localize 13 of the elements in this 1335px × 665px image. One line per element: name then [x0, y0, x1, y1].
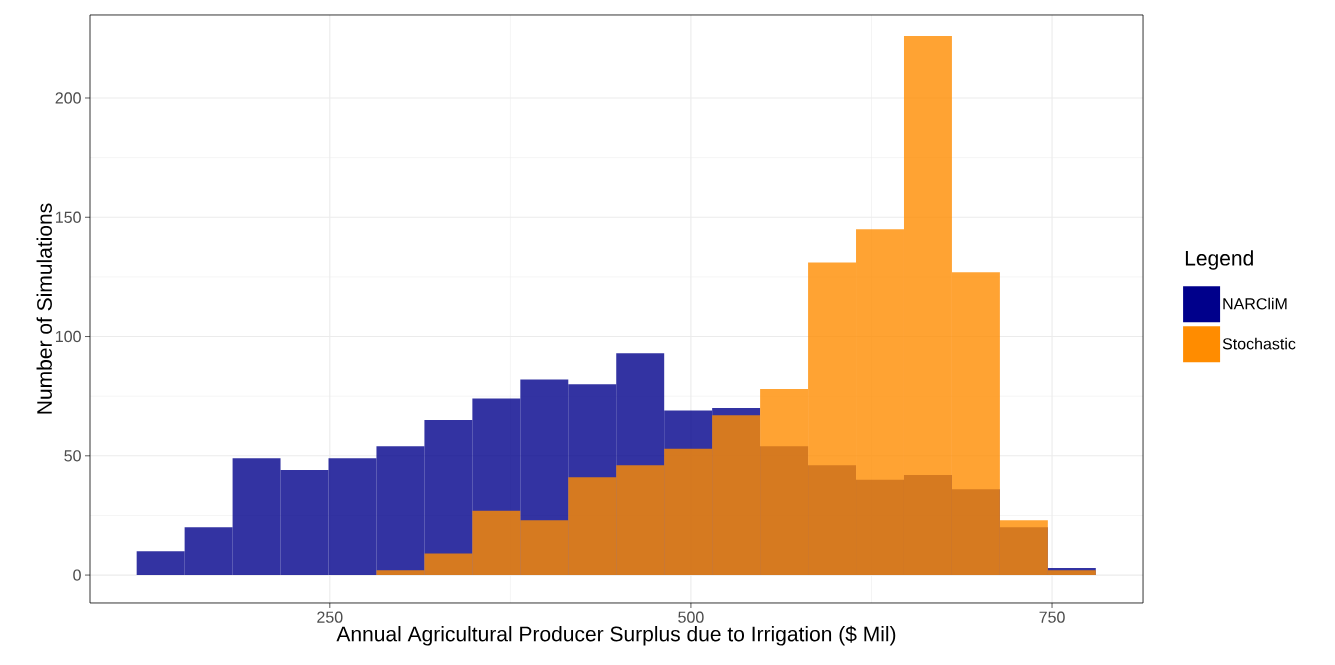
y-tick-label: 200 — [55, 92, 81, 104]
y-tick-label: 150 — [56, 211, 81, 223]
legend-label: NARCliM — [1223, 297, 1287, 310]
x-tick-label: 500 — [678, 611, 704, 623]
y-tick-label: 50 — [64, 450, 81, 462]
y-axis-title: Number of Simulations — [36, 203, 52, 414]
x-tick-label: 250 — [317, 611, 343, 623]
y-tick-label: 0 — [73, 569, 81, 581]
legend-label: Stochastic — [1222, 337, 1296, 350]
legend-title: Legend — [1185, 250, 1253, 270]
x-axis-title: Annual Agricultural Producer Surplus due to Irrigation ($ Mil) — [336, 625, 896, 646]
x-tick-label: 750 — [1039, 611, 1065, 623]
y-tick-label: 100 — [56, 330, 81, 343]
